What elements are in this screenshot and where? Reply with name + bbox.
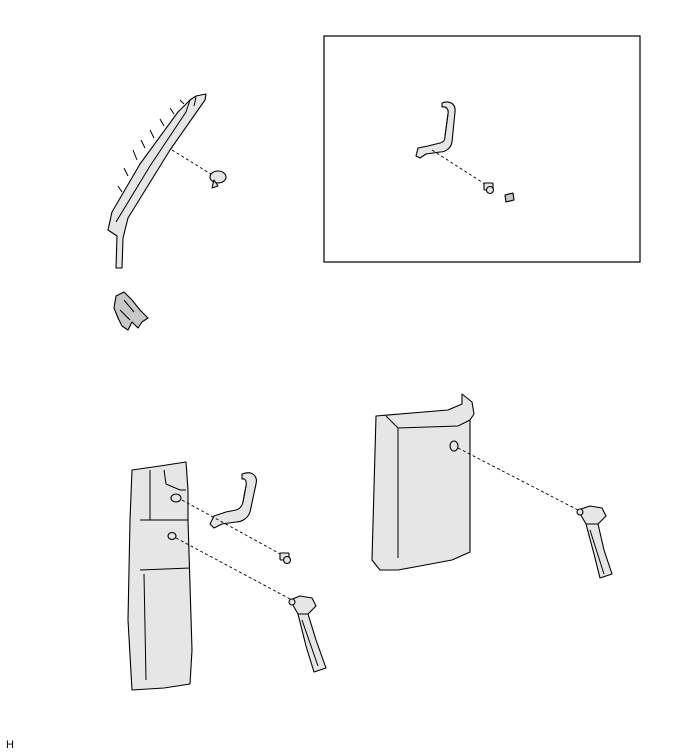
figure-code: H xyxy=(6,739,14,751)
belt-dashed-leader xyxy=(175,537,293,601)
garnish-retaining-clip xyxy=(113,291,149,331)
pillar-clip xyxy=(209,170,227,189)
grip-screw xyxy=(279,552,292,565)
garnish-dashed-leader xyxy=(171,149,215,177)
seat-belt-anchor-rear xyxy=(576,505,613,579)
inset-assist-grip xyxy=(415,101,456,159)
center-pillar-garnish xyxy=(127,461,193,691)
assist-grip xyxy=(209,472,257,529)
detail-inset-frame xyxy=(323,35,641,263)
quarter-trim-panel xyxy=(371,393,475,571)
front-pillar-garnish xyxy=(107,93,207,269)
inset-dashed-leader xyxy=(431,149,489,187)
grip-dashed-leader xyxy=(181,499,285,557)
panel-dashed-leader xyxy=(457,447,579,511)
seat-belt-anchor xyxy=(288,595,327,673)
inset-cover-cap xyxy=(504,192,515,203)
inset-screw xyxy=(483,182,495,195)
